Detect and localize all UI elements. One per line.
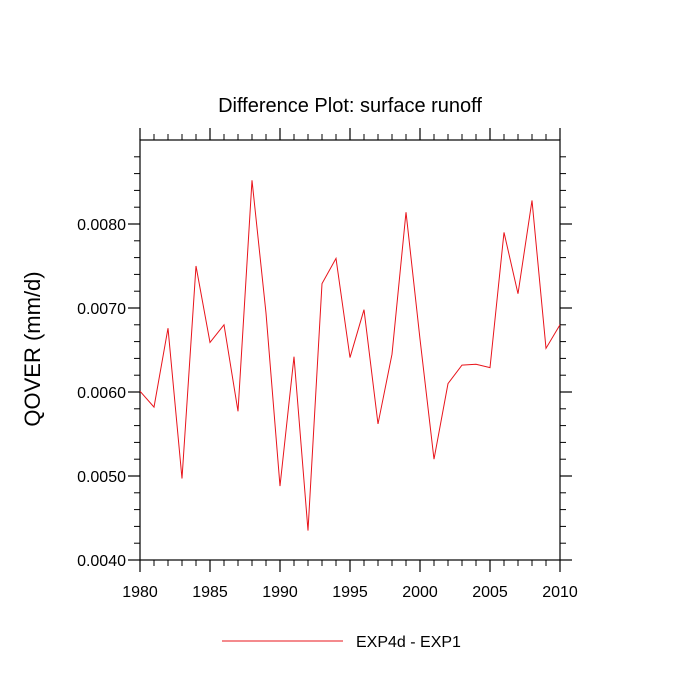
x-tick-label: 2000 [402,584,438,601]
plot-area: 1980 1985 1990 1995 2000 2005 2010 0.0040 0.0050… [77,128,578,601]
y-tick-label: 0.0080 [77,217,126,234]
y-axis-label: QOVER (mm/d) [20,271,45,426]
x-tick-label: 2010 [542,584,578,601]
x-tick-label: 1985 [192,584,228,601]
x-tick-label: 1995 [332,584,368,601]
x-tick-label: 1980 [122,584,158,601]
legend: EXP4d - EXP1 [222,634,461,651]
chart-title: Difference Plot: surface runoff [218,95,482,117]
y-tick-label: 0.0070 [77,301,126,318]
legend-label: EXP4d - EXP1 [356,634,461,651]
plot-frame [139,139,561,561]
y-tick-label: 0.0050 [77,469,126,486]
x-tick-label: 2005 [472,584,508,601]
series-line [139,180,561,531]
x-tick-label: 1990 [262,584,298,601]
y-tick-label: 0.0040 [77,553,126,570]
y-tick-label: 0.0060 [77,385,126,402]
